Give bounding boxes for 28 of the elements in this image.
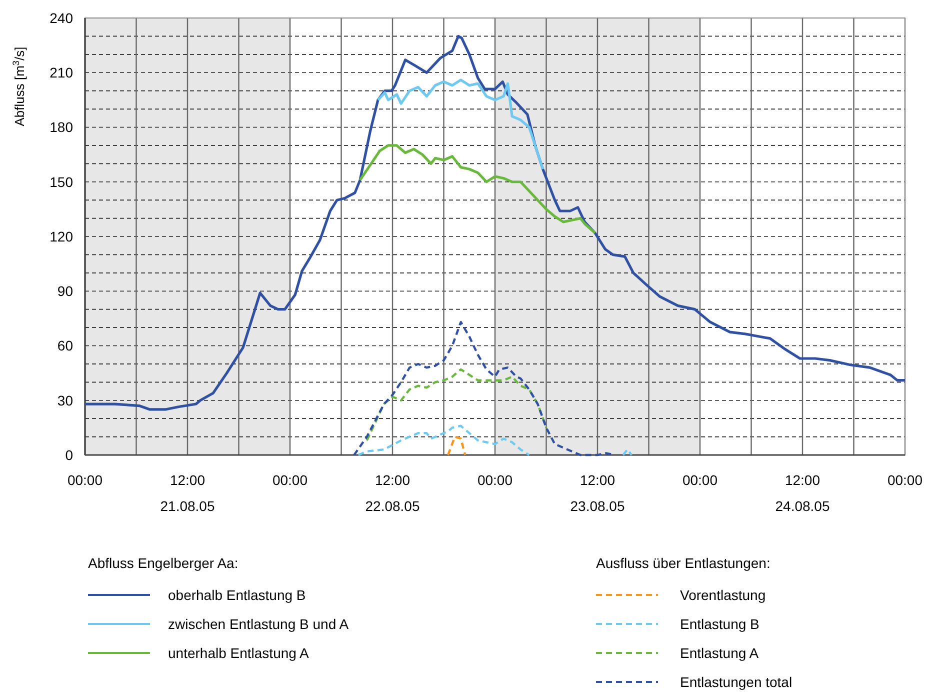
text: Ausfluss über Entlastungen: [596, 555, 770, 571]
legend-label: Entlastungen total [680, 674, 792, 690]
y-tick-label: 90 [57, 283, 74, 300]
y-tick-label: 210 [50, 64, 74, 81]
legend-label: Entlastung A [680, 645, 760, 661]
y-tick-label: 30 [57, 392, 74, 408]
x-tick-label: 12:00 22.08.05 [365, 472, 420, 514]
x-tick-label: 00:00 [682, 472, 718, 488]
y-tick-label: 120 [50, 228, 74, 244]
line-series [366, 368, 548, 442]
y-tick-label: 150 [50, 174, 74, 190]
legend-label: Entlastung B [680, 616, 760, 632]
y-tick-label: 180 [50, 119, 74, 136]
x-tick-label: 12:00 24.08.05 [775, 472, 830, 514]
y-tick-label: 60 [57, 338, 74, 354]
legend-title: Abfluss Engelberger Aa: [88, 555, 238, 571]
y-tick-label: 240 [50, 10, 74, 26]
x-tick-label: 00:00 [477, 472, 513, 488]
x-tick-label: 00:00 [67, 472, 103, 488]
legend-label: zwischen Entlastung B und A [168, 616, 350, 632]
legend-label: Vorentlastung [680, 587, 766, 603]
x-tick-label: 00:00 [887, 472, 923, 488]
legend-label: unterhalb Entlastung A [168, 645, 310, 661]
x-tick-label: 00:00 [272, 472, 308, 488]
x-tick-label: 12:00 21.08.05 [160, 472, 215, 514]
legend-label: oberhalb Entlastung B [168, 587, 306, 603]
y-tick-label: 0 [65, 446, 74, 463]
x-tick-label: 12:00 23.08.05 [570, 472, 625, 514]
